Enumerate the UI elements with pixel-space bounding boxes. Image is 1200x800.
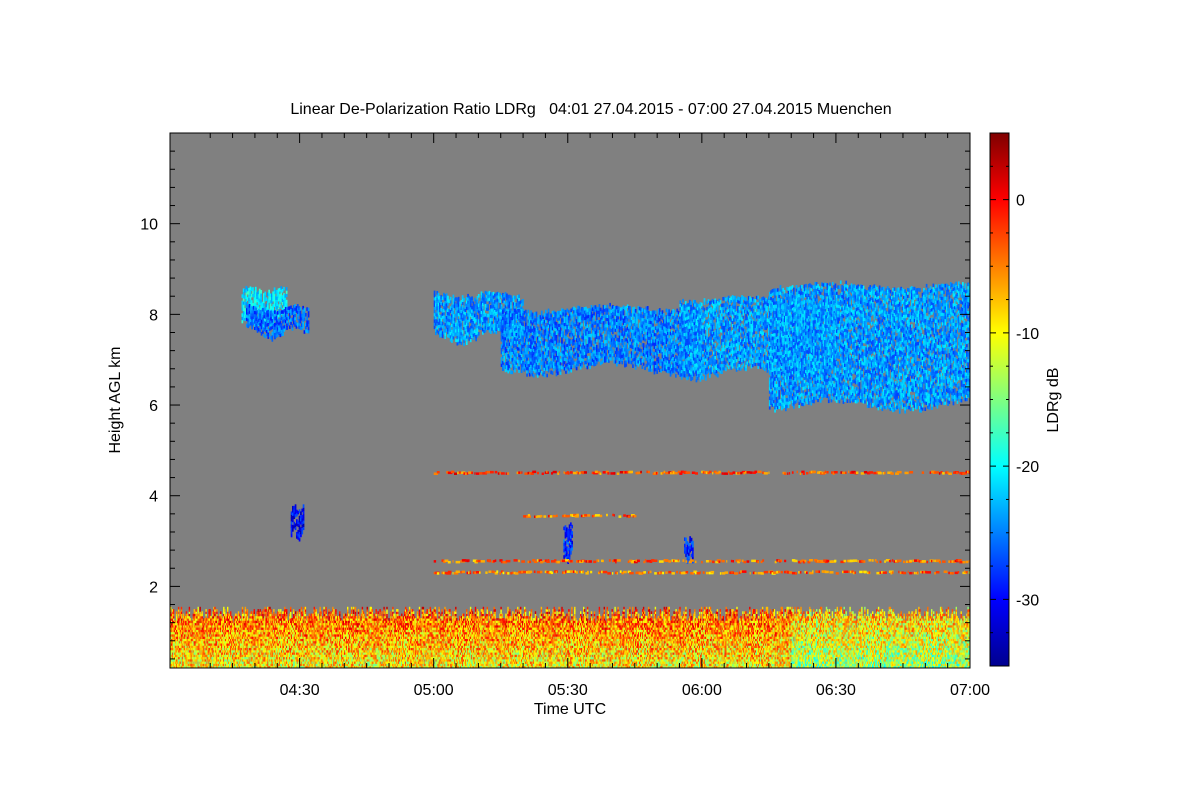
x-tick-label: 05:00 — [414, 682, 454, 699]
colorbar: 0 -10 -20 -30 LDRg dB — [989, 132, 1062, 667]
colorbar-tick-label: -30 — [1016, 592, 1039, 609]
feature-noise-line — [523, 513, 637, 519]
colorbar-tick-label: -10 — [1016, 326, 1039, 343]
plot-frame — [169, 132, 971, 669]
chart-title: Linear De-Polarization Ratio LDRg 04:01 … — [290, 101, 891, 118]
feature-noise-line — [433, 470, 970, 475]
x-tick-label: 07:00 — [950, 682, 990, 699]
y-tick-label: 4 — [149, 489, 158, 506]
feature-cirrus — [246, 304, 310, 342]
x-axis-label: Time UTC — [534, 701, 606, 718]
x-axis: 04:30 05:00 05:30 06:00 06:30 07:00 — [209, 133, 990, 699]
y-axis-label: Height AGL km — [107, 346, 124, 453]
x-tick-label: 05:30 — [548, 682, 588, 699]
y-tick-label: 2 — [149, 579, 158, 596]
colorbar-tick-label: -20 — [1016, 459, 1039, 476]
colorbar-ticks: 0 -10 -20 -30 — [990, 165, 1039, 634]
feature-cirrus — [768, 280, 970, 414]
feature-noise-line — [433, 559, 970, 564]
feature-cloud — [563, 522, 573, 564]
y-tick-label: 6 — [149, 398, 158, 415]
y-tick-label: 10 — [140, 217, 158, 234]
feature-cloud — [290, 504, 305, 542]
x-tick-label: 06:00 — [682, 682, 722, 699]
plot-content — [170, 280, 970, 668]
y-axis: 2 4 6 8 10 — [140, 150, 970, 660]
x-tick-label: 04:30 — [280, 682, 320, 699]
feature-noise-line — [433, 570, 970, 575]
feature-boundary-layer — [170, 606, 970, 668]
colorbar-tick-label: 0 — [1016, 193, 1025, 210]
x-tick-label: 06:30 — [816, 682, 856, 699]
feature-cloud — [684, 536, 694, 564]
y-tick-label: 8 — [149, 307, 158, 324]
colorbar-label: LDRg dB — [1045, 368, 1062, 433]
